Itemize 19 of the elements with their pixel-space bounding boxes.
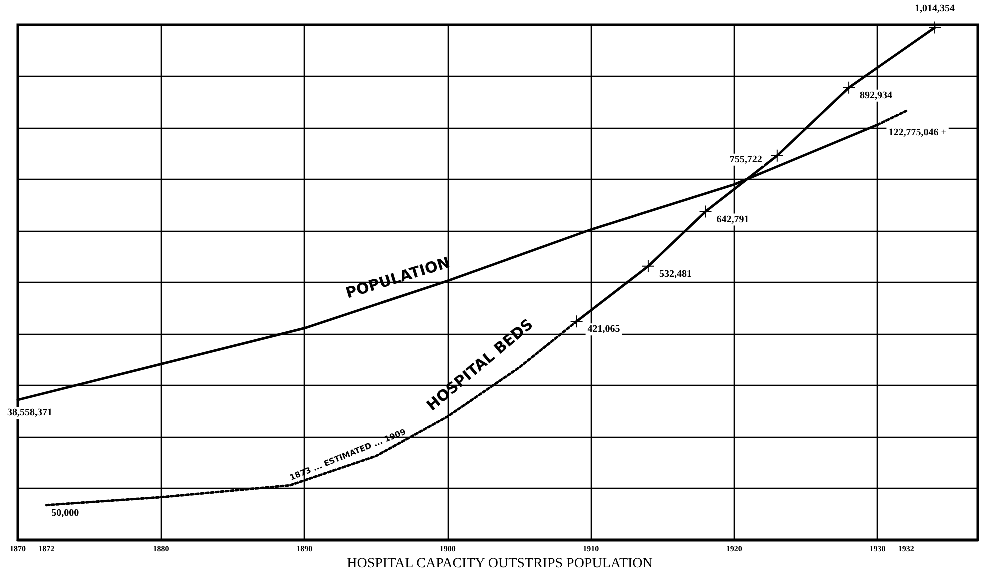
data-label: 38,558,371 bbox=[8, 408, 52, 419]
x-tick-label: 1930 bbox=[870, 544, 886, 554]
x-tick-label: 1870 bbox=[10, 544, 26, 554]
x-tick-label: 1900 bbox=[440, 544, 456, 554]
x-tick-label: 1920 bbox=[726, 544, 742, 554]
data-label: 50,000 bbox=[52, 508, 80, 519]
data-label: 122,775,046 + bbox=[888, 128, 948, 139]
data-label: 1,014,354 bbox=[915, 3, 956, 14]
x-tick-label: 1932 bbox=[898, 544, 914, 554]
data-label: 421,065 bbox=[588, 324, 620, 336]
x-tick-label: 1890 bbox=[296, 544, 313, 554]
data-label: 642,791 bbox=[716, 214, 750, 226]
x-tick-label: 1872 bbox=[38, 544, 55, 554]
data-label: 755,722 bbox=[730, 154, 762, 166]
text: HOSPITAL CAPACITY OUTSTRIPS POPULATION bbox=[347, 556, 653, 572]
data-label: 532,481 bbox=[659, 268, 692, 280]
data-label: 892,934 bbox=[860, 90, 893, 102]
x-tick-label: 1880 bbox=[153, 544, 170, 554]
x-tick-label: 1910 bbox=[583, 544, 600, 554]
